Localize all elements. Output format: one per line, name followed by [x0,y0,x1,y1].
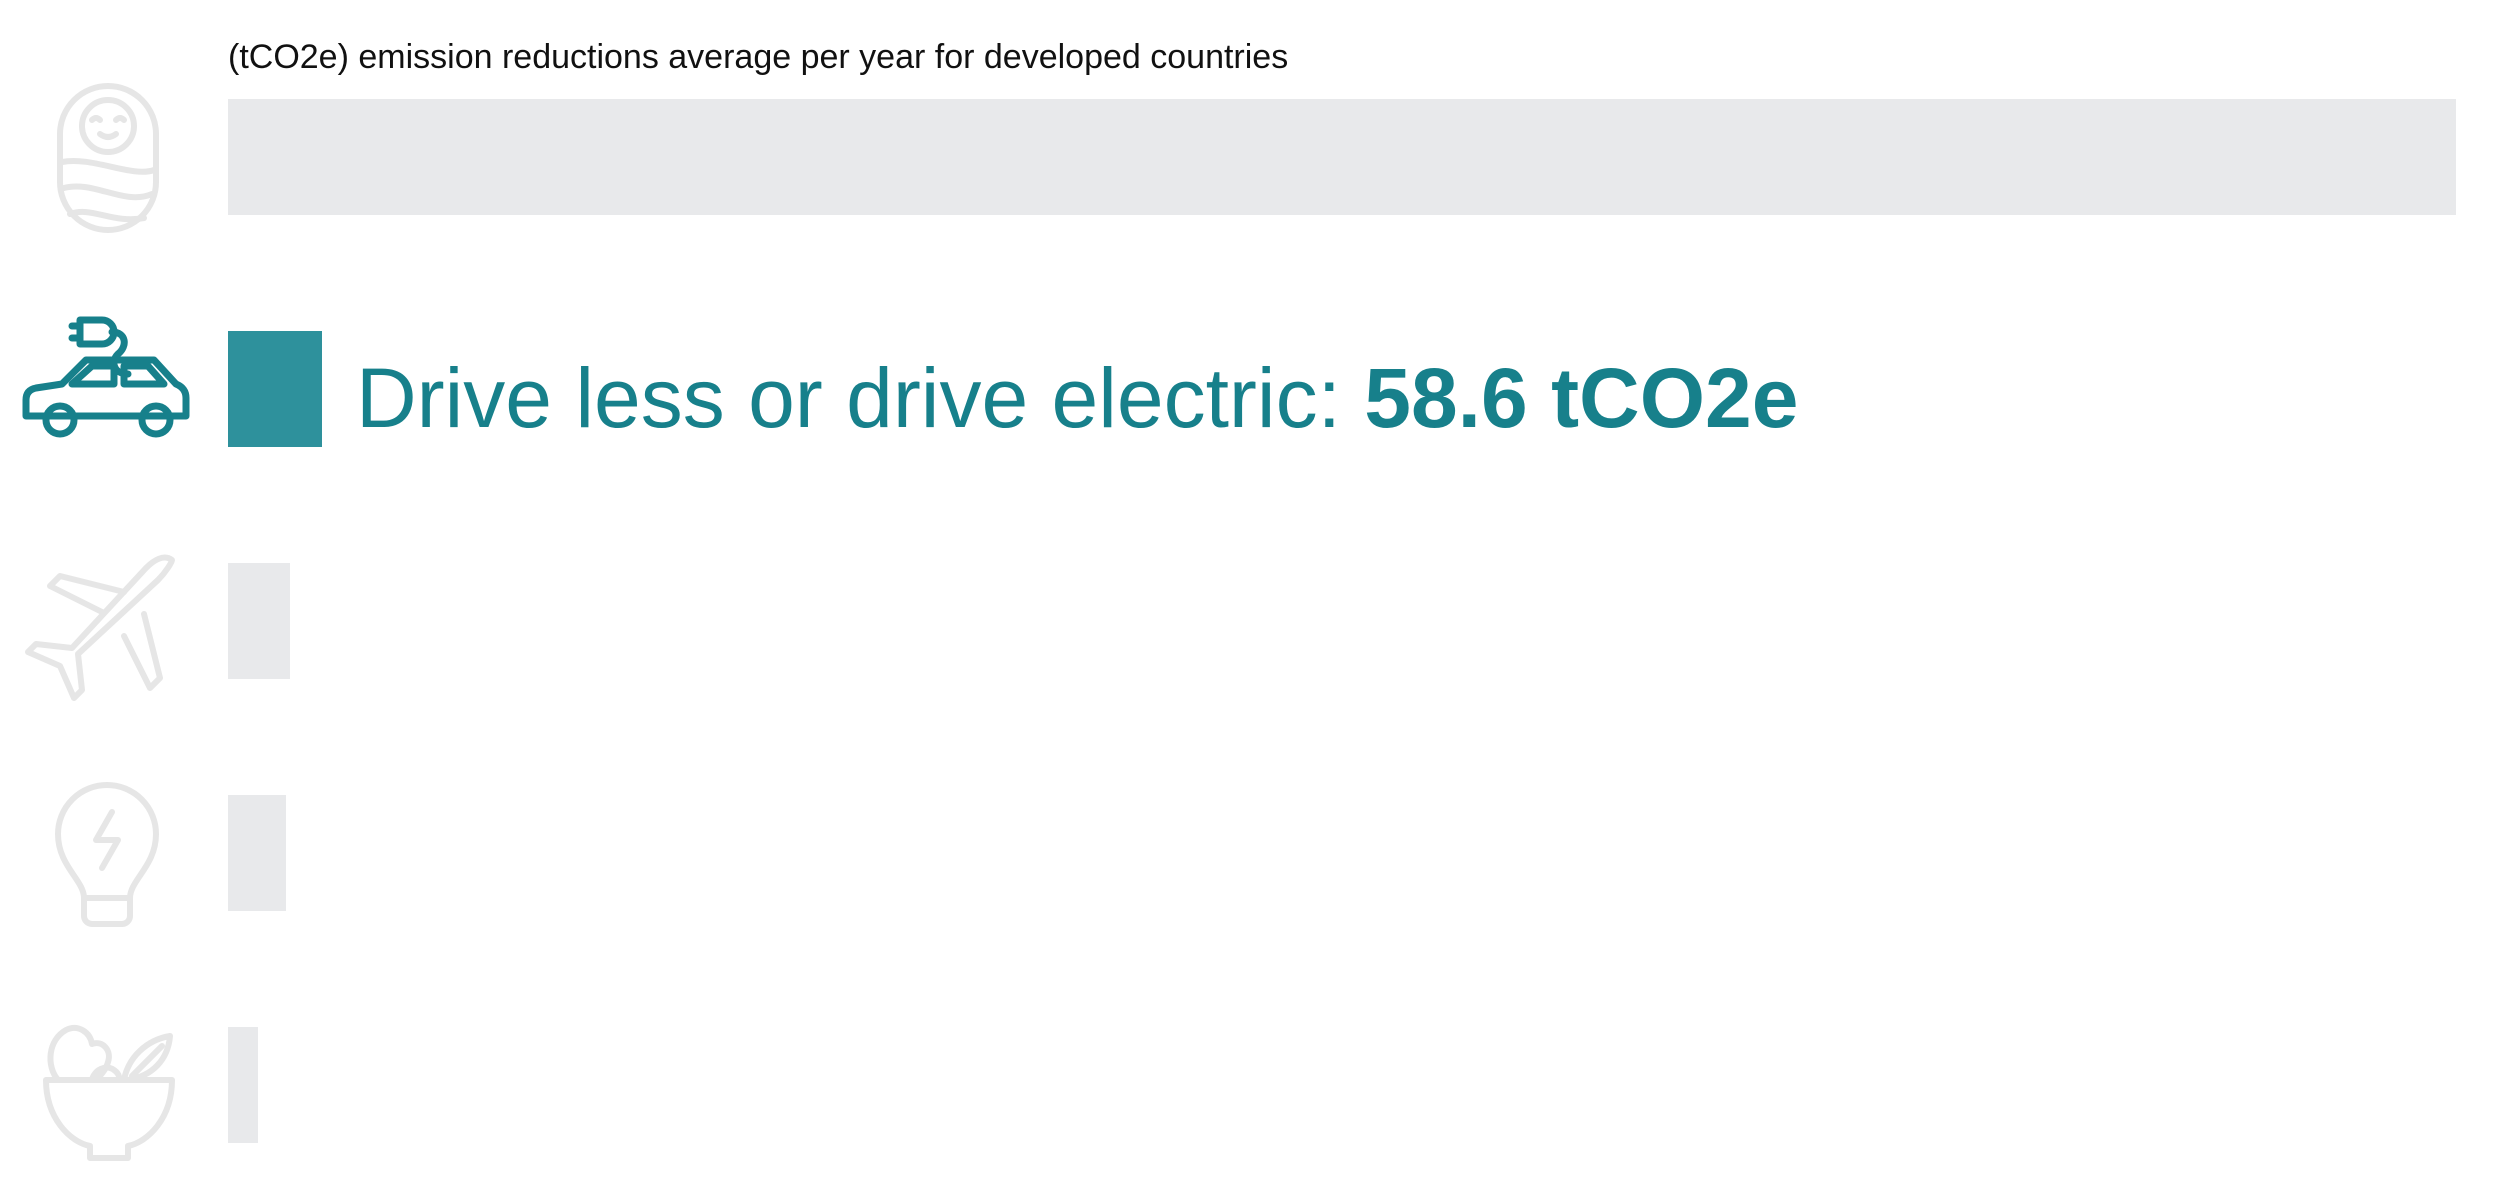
bar-have-one-fewer-child [228,99,2456,215]
highlight-bar-label: Drive less or drive electric: 58.6 tCO2e [356,356,1798,440]
bar-drive-less-or-drive-electric [228,331,322,447]
salad-bowl-icon [12,1008,202,1168]
highlight-label-prefix: Drive less or drive electric: [356,351,1365,445]
highlight-label-value: 58.6 tCO2e [1364,351,1799,445]
bar-eat-a-plant-based-diet [228,1027,258,1143]
bar-buy-green-energy [228,795,286,911]
lightbulb-icon [12,776,202,936]
baby-icon [12,78,202,238]
electric-car-icon [12,312,202,472]
airplane-icon [12,544,202,704]
chart-title: (tCO2e) emission reductions average per … [228,38,1289,76]
bar-avoid-one-transatlantic-flight [228,563,290,679]
